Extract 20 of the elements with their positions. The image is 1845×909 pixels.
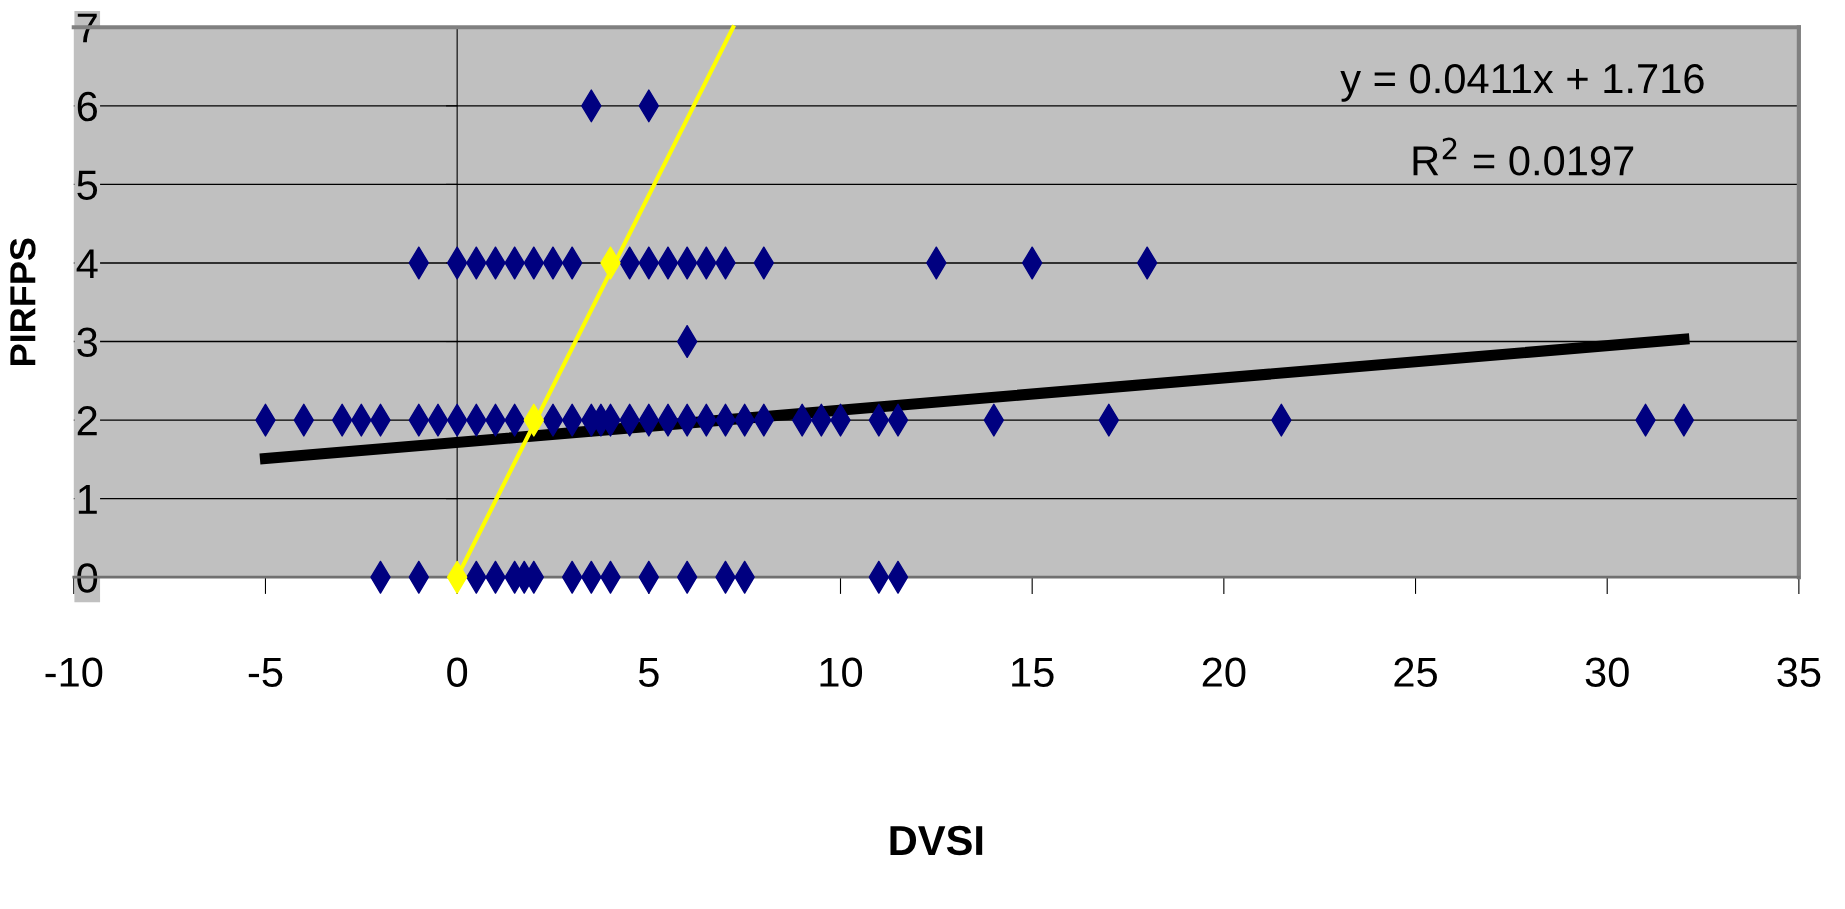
y-tick-label: 5	[77, 170, 98, 200]
y-axis-title: PIRFPS	[10, 238, 36, 366]
y-tick-label: 4	[76, 249, 98, 279]
y-tick-label: 2	[77, 406, 97, 436]
annotation: R$^{2}$ = 0.0197	[1413, 137, 1634, 176]
y-tick-label: 1	[78, 485, 97, 514]
x-tick-label: 20	[1202, 657, 1246, 687]
x-tick-label: -5	[248, 657, 283, 687]
annotation: y = 0.0411x + 1.716	[1340, 63, 1704, 102]
x-tick-label: 30	[1585, 657, 1629, 687]
x-tick-label: 15	[1012, 657, 1054, 687]
x-tick-label: 25	[1394, 657, 1437, 687]
x-tick-label: 35	[1777, 657, 1821, 687]
x-tick-label: 10	[820, 657, 863, 687]
y-tick-label: 3	[77, 327, 97, 358]
x-tick-label: 5	[638, 657, 659, 687]
x-tick-label: 0	[447, 657, 468, 687]
x-tick-label: -10	[45, 657, 103, 687]
y-tick-label: 6	[77, 91, 97, 122]
x-axis-title: DVSI	[890, 825, 983, 856]
